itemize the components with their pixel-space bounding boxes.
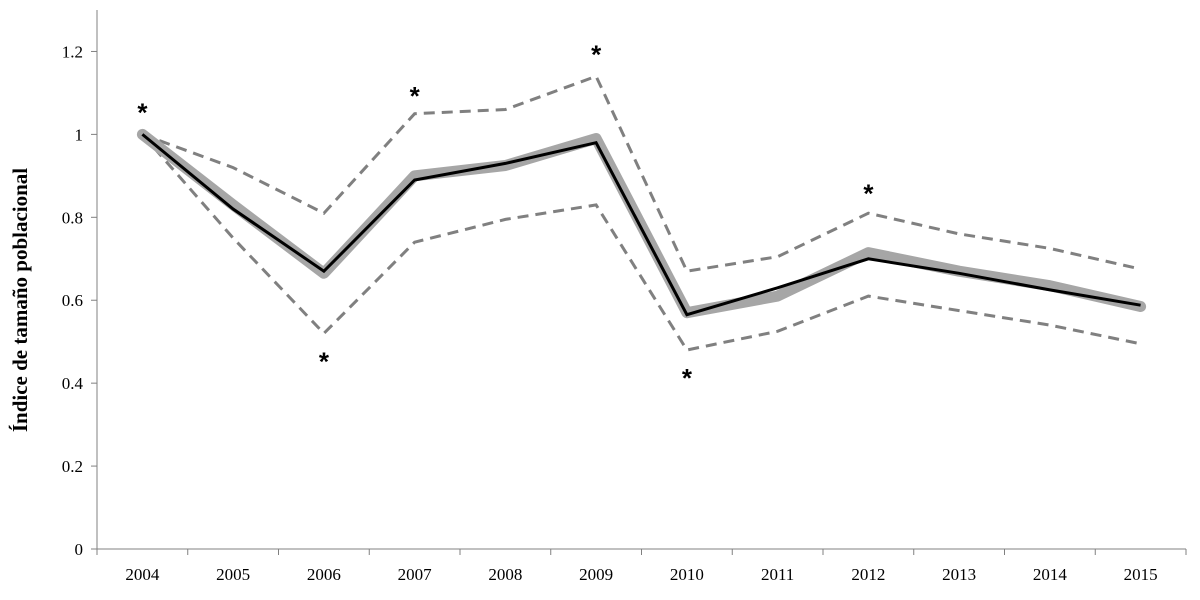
annotation-layer: * * * * * * — [137, 39, 874, 392]
series-fitted-line — [141, 133, 1141, 317]
y-tick-label: 0 — [75, 540, 84, 559]
significance-asterisk: * — [863, 178, 874, 208]
x-tick-label: 2013 — [942, 565, 976, 584]
significance-asterisk: * — [137, 98, 148, 128]
significance-asterisk: * — [319, 346, 330, 376]
series-layer — [136, 74, 1147, 352]
x-tick-label: 2005 — [216, 565, 250, 584]
y-tick-label: 1.2 — [62, 42, 83, 61]
series-upper-bound-line — [141, 74, 1141, 273]
y-tick-label: 1 — [75, 125, 84, 144]
significance-asterisk: * — [410, 81, 421, 111]
y-tick-label: 0.2 — [62, 457, 83, 476]
x-tick-label: 2010 — [670, 565, 704, 584]
series-lower-bound-line — [141, 133, 1141, 352]
significance-asterisk: * — [682, 363, 693, 393]
series-observed-line — [136, 128, 1147, 319]
x-tick-label: 2007 — [398, 565, 433, 584]
x-tick-label: 2015 — [1124, 565, 1158, 584]
y-axis-label: Índice de tamaño poblacional — [8, 168, 32, 432]
significance-asterisk: * — [591, 39, 602, 69]
x-tick-label: 2006 — [307, 565, 341, 584]
x-tick-label: 2011 — [761, 565, 794, 584]
x-tick-label: 2012 — [851, 565, 885, 584]
x-tick-label: 2004 — [125, 565, 160, 584]
y-tick-label: 0.4 — [62, 374, 84, 393]
x-tick-label: 2009 — [579, 565, 613, 584]
axes: 0 0.2 0.4 0.6 0.8 1 1.2 2004 2005 2006 2007 2008 200… — [62, 10, 1187, 584]
x-tick-label: 2014 — [1033, 565, 1068, 584]
x-tick-label: 2008 — [488, 565, 522, 584]
y-tick-label: 0.6 — [62, 291, 83, 310]
y-tick-label: 0.8 — [62, 208, 83, 227]
